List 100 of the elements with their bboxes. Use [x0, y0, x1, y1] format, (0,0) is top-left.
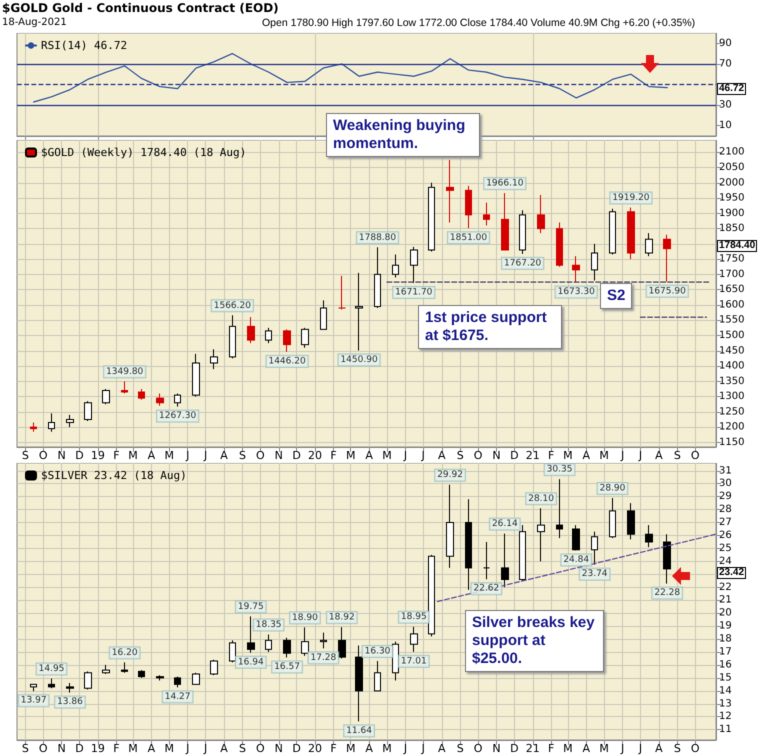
x-tick-label: J: [402, 449, 408, 462]
annotation: 30.35: [546, 464, 572, 475]
candlestick: [645, 524, 653, 548]
annotation: 13.86: [57, 697, 84, 708]
annotation: 1851.00: [450, 232, 488, 243]
y-tick-label: 1200: [719, 422, 744, 433]
annotation: S2: [600, 283, 632, 309]
x-tick-label: A: [438, 449, 446, 462]
candlestick: [609, 208, 616, 256]
annotation: 1788.80: [358, 232, 396, 243]
candlestick: [627, 502, 635, 540]
candlestick: [102, 388, 110, 405]
annotation: 1566.20: [214, 300, 252, 311]
candlestick: [465, 185, 472, 229]
annotation: 18.92: [328, 612, 355, 623]
y-tick-label: 17: [719, 646, 732, 658]
candlestick: [320, 300, 327, 330]
candlestick: [121, 380, 128, 394]
candlestick: [355, 645, 363, 722]
annotation: 1349.80: [106, 366, 144, 377]
text: 1784.40: [717, 240, 758, 252]
y-tick-label: 1950: [719, 192, 744, 204]
annotation: 22.62: [473, 584, 500, 594]
text: 23.42: [717, 567, 746, 579]
line-series: [33, 53, 668, 103]
y-tick-label: 30: [719, 100, 732, 111]
annotation: 26.14: [492, 519, 518, 530]
candlestick: [355, 272, 363, 351]
candlestick: [229, 314, 236, 359]
candlestick: [572, 524, 580, 551]
candlestick: [48, 412, 55, 432]
annotation: 1450.90: [340, 355, 378, 365]
candlestick: [392, 254, 399, 278]
annotation: 1673.30: [558, 287, 596, 298]
x-tick-label: J: [420, 742, 425, 755]
candlestick: [537, 508, 545, 562]
annotation: 24.84: [563, 555, 590, 565]
candlestick: [320, 632, 327, 649]
candlestick: [446, 484, 454, 568]
x-tick-label: J: [185, 449, 190, 462]
candlestick: [102, 664, 110, 674]
annotation: 28.10: [528, 494, 554, 504]
x-tick-label: M: [128, 742, 138, 755]
x-tick-label: J: [402, 742, 408, 755]
annotation: 18.35: [256, 620, 282, 630]
x-tick-label: A: [438, 742, 446, 755]
candlestick: [247, 316, 255, 344]
x-tick-label: D: [292, 742, 301, 755]
annotation: 1675.90: [648, 286, 686, 296]
annotation: 23.74: [582, 569, 608, 580]
annotation: 1st price support at $1675.: [418, 305, 562, 349]
y-tick-label: 1400: [719, 360, 744, 372]
candlestick: [446, 159, 454, 223]
annotation: 28.90: [600, 483, 626, 494]
y-tick-label: 1500: [719, 330, 744, 342]
x-tick-label: 19: [90, 742, 105, 755]
candlestick: [645, 232, 653, 257]
candlestick: [156, 674, 164, 681]
x-tick-label: M: [563, 742, 573, 755]
x-tick-label: F: [330, 449, 337, 462]
x-tick-label: S: [22, 449, 29, 462]
candlestick: [301, 626, 309, 656]
x-tick-label: O: [38, 449, 48, 462]
x-tick-label: N: [492, 742, 501, 755]
candlestick: [283, 637, 291, 658]
x-tick-label: J: [638, 742, 642, 755]
annotation: 13.97: [20, 696, 47, 706]
annotation: 1671.70: [395, 288, 433, 298]
chart-subtitle: 18-Aug-2021: [2, 17, 67, 28]
candlestick: [84, 400, 92, 422]
y-tick-label: 12: [719, 711, 732, 722]
y-tick-label: 1900: [719, 208, 744, 219]
candlestick: [138, 388, 145, 400]
candlestick: [519, 210, 526, 254]
x-tick-label: N: [492, 449, 501, 462]
annotation: 17.28: [310, 652, 337, 663]
x-tick-label: A: [582, 449, 591, 462]
candlestick: [138, 670, 145, 678]
candlestick: [265, 634, 272, 652]
candlestick: [156, 393, 164, 406]
x-tick-label: N: [58, 449, 66, 462]
annotation: 29.92: [437, 470, 463, 480]
x-tick-label: A: [655, 449, 664, 462]
x-tick-label: A: [148, 449, 156, 462]
x-tick-label: M: [346, 742, 356, 755]
legend-label: $GOLD (Weekly) 1784.40 (18 Aug): [41, 146, 246, 159]
y-tick-label: 1700: [719, 268, 744, 280]
annotation: Weakening buying momentum.: [326, 113, 480, 157]
candlestick: [627, 206, 635, 260]
x-tick-label: J: [620, 449, 624, 462]
y-tick-label: 1650: [719, 284, 744, 296]
candlestick: [48, 678, 55, 689]
x-tick-label: A: [365, 742, 374, 755]
x-tick-label: J: [185, 742, 190, 755]
y-tick-label: 21: [719, 594, 732, 606]
y-tick-label: 1450: [719, 345, 744, 356]
annotation: 14.95: [38, 664, 64, 674]
annotation: 11.64: [346, 726, 372, 736]
x-tick-label: F: [548, 742, 554, 755]
annotation: 1267.30: [159, 411, 197, 422]
